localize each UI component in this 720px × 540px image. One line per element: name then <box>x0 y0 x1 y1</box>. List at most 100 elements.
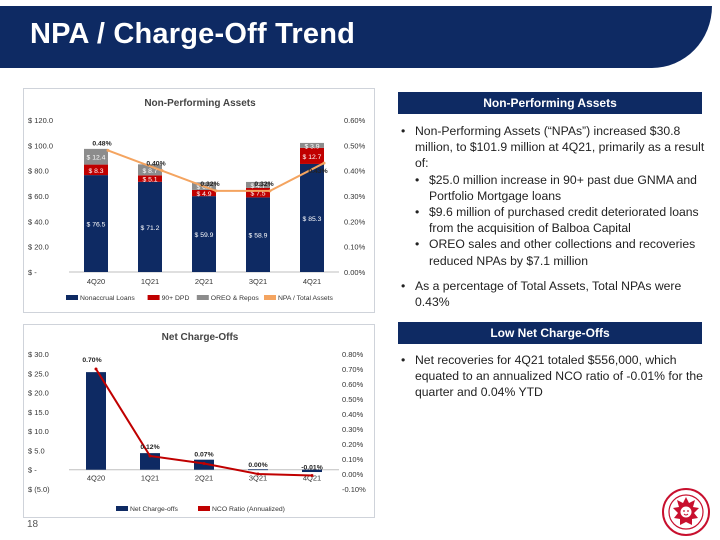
legend-label: Nonaccrual Loans <box>80 295 135 302</box>
y2-tick-label: 0.60% <box>342 380 364 389</box>
nco-ratio-line <box>95 368 313 477</box>
nco-bar <box>302 469 322 473</box>
legend-swatch <box>264 295 276 300</box>
bar-segment <box>192 189 216 197</box>
nco-bar <box>248 469 268 471</box>
nco-chart-panel: Net Charge-Offs $ (5.0) $ - $ 5.0 $ 10.0 $ 15… <box>23 324 375 518</box>
bar-segment <box>192 196 216 272</box>
legend-swatch <box>116 506 128 511</box>
nco-ratio-point <box>310 474 314 477</box>
npa-ratio-point <box>106 148 110 152</box>
nco-ratio-point <box>148 454 152 458</box>
bar-data-label: $ 76.5 <box>87 222 106 229</box>
bar-segment <box>84 148 108 165</box>
y2-tick-label: 0.50% <box>344 141 366 150</box>
lion-logo-icon <box>661 487 711 537</box>
bullet-item: $9.6 million of purchased credit deterio… <box>398 204 708 236</box>
bar-data-label: $ 12.7 <box>303 154 322 161</box>
legend-swatch <box>66 295 78 300</box>
y-tick-label: $ 40.0 <box>28 217 49 226</box>
y2-tick-label: 0.30% <box>344 192 366 201</box>
nco-ratio-label: 0.12% <box>140 444 159 451</box>
x-tick-label: 4Q21 <box>303 277 321 286</box>
bar-segment <box>84 164 108 176</box>
legend-swatch <box>196 295 209 300</box>
y2-tick-label: 0.20% <box>342 440 364 449</box>
chart-title: Non-Performing Assets <box>144 98 256 109</box>
npa-ratio-point <box>322 161 326 165</box>
legend-label: NCO Ratio (Annualized) <box>212 506 285 513</box>
y2-tick-label: 0.00% <box>344 268 366 277</box>
npa-bullets: Non-Performing Assets (“NPAs”) increased… <box>398 123 708 310</box>
legend-swatch <box>147 295 160 300</box>
nco-ratio-point <box>94 367 98 371</box>
y-tick-label: $ 10.0 <box>28 427 49 436</box>
y-tick-label: $ - <box>28 466 37 475</box>
nco-ratio-point <box>202 462 206 465</box>
bar-data-label: $ 7.5 <box>250 191 265 198</box>
bar-segment <box>300 147 324 164</box>
bar-data-label: $ 3.9 <box>304 143 319 150</box>
y2-tick-label: 0.40% <box>344 167 366 176</box>
nco-chart: Net Charge-Offs $ (5.0) $ - $ 5.0 $ 10.0 $ 15… <box>28 332 366 513</box>
y-tick-label: $ 5.0 <box>28 446 45 455</box>
npa-ratio-point <box>268 189 272 193</box>
y2-tick-label: 0.80% <box>342 350 364 359</box>
nco-ratio-point <box>256 472 260 476</box>
y-tick-label: $ 60.0 <box>28 192 49 201</box>
y-tick-label: $ 20.0 <box>28 389 49 398</box>
bar-segment <box>246 187 270 198</box>
nco-ratio-label: 0.07% <box>194 452 213 459</box>
bar-data-label: $ 12.4 <box>87 155 106 162</box>
bar-segment <box>138 181 162 272</box>
bullet-item: As a percentage of Total Assets, Total N… <box>398 278 708 310</box>
y2-tick-label: -0.10% <box>342 485 366 494</box>
x-tick-label: 2Q21 <box>195 277 213 286</box>
bullet-item: OREO sales and other collections and rec… <box>398 236 708 268</box>
bar-segment <box>138 164 162 176</box>
bullet-item: Non-Performing Assets (“NPAs”) increased… <box>398 123 708 172</box>
bar-data-label: $ 85.3 <box>303 216 322 223</box>
chart-title: Net Charge-Offs <box>162 332 239 343</box>
y-tick-label: $ 80.0 <box>28 167 49 176</box>
y2-tick-label: 0.50% <box>342 395 364 404</box>
x-tick-label: 3Q21 <box>249 474 267 483</box>
y2-tick-label: 0.40% <box>342 410 364 419</box>
bar-segment <box>138 175 162 182</box>
y-tick-label: $ 15.0 <box>28 408 49 417</box>
page-title: NPA / Charge-Off Trend <box>30 18 356 50</box>
title-bar <box>0 6 712 68</box>
bar-segment <box>300 142 324 148</box>
bar-data-label: $ 58.9 <box>249 233 268 240</box>
npa-ratio-label: 0.32% <box>254 181 273 188</box>
y2-tick-label: 0.30% <box>342 425 364 434</box>
npa-ratio-label: 0.40% <box>146 161 165 168</box>
legend-label: Net Charge-offs <box>130 506 178 513</box>
y2-tick-label: 0.00% <box>342 470 364 479</box>
npa-ratio-point <box>214 189 218 193</box>
nco-panel-header: Low Net Charge-Offs <box>398 322 702 344</box>
npa-chart: Non-Performing Assets $ - $ 20.0 $ 40.0 $ 60… <box>28 98 366 302</box>
y2-tick-label: 0.60% <box>344 116 366 125</box>
legend-label: NPA / Total Assets <box>278 295 334 302</box>
bullet-item: $25.0 million increase in 90+ past due G… <box>398 172 708 204</box>
npa-ratio-point <box>160 169 164 173</box>
bar-data-label: $ 8.3 <box>88 168 103 175</box>
npa-chart-panel: Non-Performing Assets $ - $ 20.0 $ 40.0 $ 60… <box>23 88 375 313</box>
y-tick-label: $ 120.0 <box>28 116 53 125</box>
y-tick-label: $ 30.0 <box>28 350 49 359</box>
y2-tick-label: 0.20% <box>344 217 366 226</box>
nco-bar <box>86 372 106 470</box>
legend-label: 90+ DPD <box>162 295 190 302</box>
bar-data-label: $ 4.7 <box>250 183 265 190</box>
title-band: NPA / Charge-Off Trend <box>0 0 720 70</box>
bar-data-label: $ 6.0 <box>196 184 211 191</box>
y-tick-label: $ 100.0 <box>28 141 53 150</box>
bar-data-label: $ 59.9 <box>195 232 214 239</box>
bar-data-label: $ 71.2 <box>141 225 160 232</box>
npa-ratio-label: 0.32% <box>200 181 219 188</box>
y-tick-label: $ 25.0 <box>28 369 49 378</box>
y-tick-label: $ - <box>28 268 37 277</box>
nco-ratio-label: 0.70% <box>82 357 101 364</box>
y2-tick-label: 0.10% <box>342 455 364 464</box>
